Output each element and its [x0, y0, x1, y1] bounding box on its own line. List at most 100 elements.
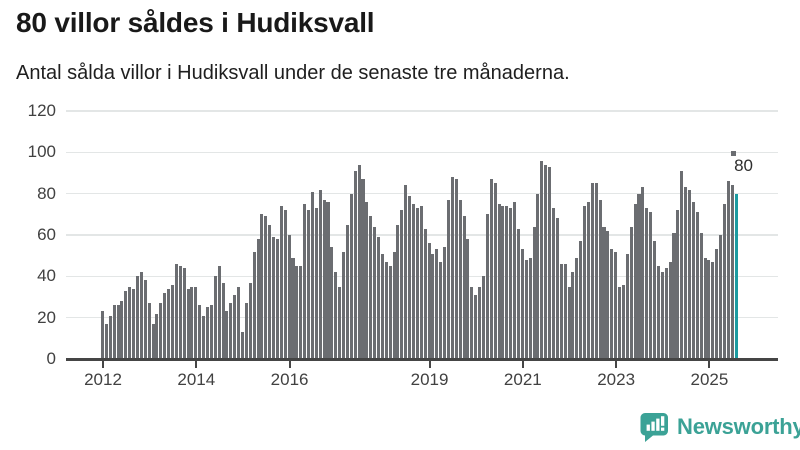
- x-axis-label: 2021: [503, 370, 542, 389]
- bar: [392, 251, 396, 359]
- bar: [240, 332, 244, 359]
- x-axis-label: 2012: [84, 370, 122, 389]
- bar: [202, 315, 206, 359]
- bar: [167, 288, 171, 359]
- bar: [291, 257, 295, 359]
- bar: [404, 185, 408, 359]
- bar: [380, 253, 384, 359]
- bar: [703, 257, 707, 359]
- bar: [571, 272, 575, 359]
- bar: [680, 170, 684, 359]
- bar: [186, 288, 190, 359]
- bar: [342, 251, 346, 359]
- bar: [707, 259, 711, 359]
- bar: [334, 272, 338, 359]
- bar: [400, 210, 404, 359]
- bar: [108, 315, 112, 359]
- bar: [303, 204, 307, 359]
- bar: [513, 201, 517, 359]
- bar: [493, 183, 497, 359]
- bar: [567, 286, 571, 359]
- bar: [233, 294, 237, 359]
- last-value-label: 80: [734, 156, 753, 175]
- bar: [606, 230, 610, 359]
- bar: [602, 226, 606, 359]
- bar: [275, 239, 279, 359]
- bar: [256, 239, 260, 359]
- bar: [349, 193, 353, 359]
- bar: [462, 216, 466, 359]
- y-axis-label: 0: [46, 349, 56, 368]
- bar: [656, 266, 660, 359]
- bar: [485, 214, 489, 359]
- bar: [353, 170, 357, 359]
- bar: [260, 214, 264, 359]
- bar: [310, 191, 314, 359]
- partial-period-dash-icon: [731, 151, 736, 156]
- bar: [524, 259, 528, 359]
- bar: [264, 216, 268, 359]
- bar: [695, 212, 699, 359]
- bar: [641, 187, 645, 359]
- bar: [446, 199, 451, 359]
- bar: [143, 280, 147, 359]
- bar: [649, 212, 653, 359]
- x-axis-label: 2025: [690, 370, 729, 389]
- bar: [124, 290, 128, 359]
- bar: [287, 235, 291, 359]
- x-axis-line: [66, 357, 778, 361]
- bar: [190, 286, 194, 359]
- bar: [182, 268, 186, 359]
- bar: [427, 243, 431, 359]
- x-axis-label: 2014: [177, 370, 216, 389]
- bar: [528, 257, 532, 359]
- bar: [431, 253, 435, 359]
- bar: [454, 179, 458, 359]
- bar: [532, 226, 536, 359]
- bar: [555, 218, 559, 359]
- bar: [625, 253, 629, 359]
- bar: [548, 166, 552, 359]
- y-axis-label: 60: [37, 224, 56, 244]
- bar: [205, 307, 209, 359]
- bar: [132, 288, 136, 359]
- bar: [676, 210, 680, 359]
- bar: [711, 261, 715, 359]
- newsworthy-wordmark: Newsworthy: [677, 414, 800, 439]
- bar: [373, 226, 377, 359]
- gridline: [66, 110, 778, 112]
- x-axis-label: 2016: [270, 370, 309, 389]
- bar: [163, 292, 167, 359]
- bar: [170, 284, 175, 359]
- newsworthy-logo-icon: [640, 412, 669, 442]
- x-axis-label: 2023: [597, 370, 636, 389]
- page-title: 80 villor såldes i Hudiksvall: [16, 7, 375, 38]
- bar: [330, 247, 334, 359]
- x-axis-tick: [615, 360, 618, 368]
- bar: [598, 199, 602, 359]
- bar: [684, 187, 688, 359]
- bar: [489, 179, 493, 359]
- bar: [326, 201, 330, 359]
- bar: [470, 286, 474, 359]
- bar: [664, 268, 668, 359]
- bar: [466, 239, 470, 359]
- bar: [139, 272, 143, 359]
- y-axis-label: 100: [27, 142, 56, 162]
- x-axis-tick: [708, 360, 711, 368]
- bar: [439, 261, 443, 359]
- bar: [388, 266, 392, 359]
- newsworthy-logo[interactable]: Newsworthy: [640, 412, 800, 442]
- bar: [536, 193, 540, 359]
- bar: [458, 199, 462, 359]
- bar: [586, 201, 590, 359]
- x-axis-tick: [195, 360, 198, 368]
- bar: [116, 305, 120, 359]
- x-axis-tick: [521, 360, 524, 368]
- bar: [419, 206, 423, 359]
- bar: [155, 313, 159, 359]
- highlighted-bar: [734, 193, 738, 359]
- bar: [272, 237, 276, 359]
- bar: [629, 226, 633, 359]
- bar: [618, 286, 622, 359]
